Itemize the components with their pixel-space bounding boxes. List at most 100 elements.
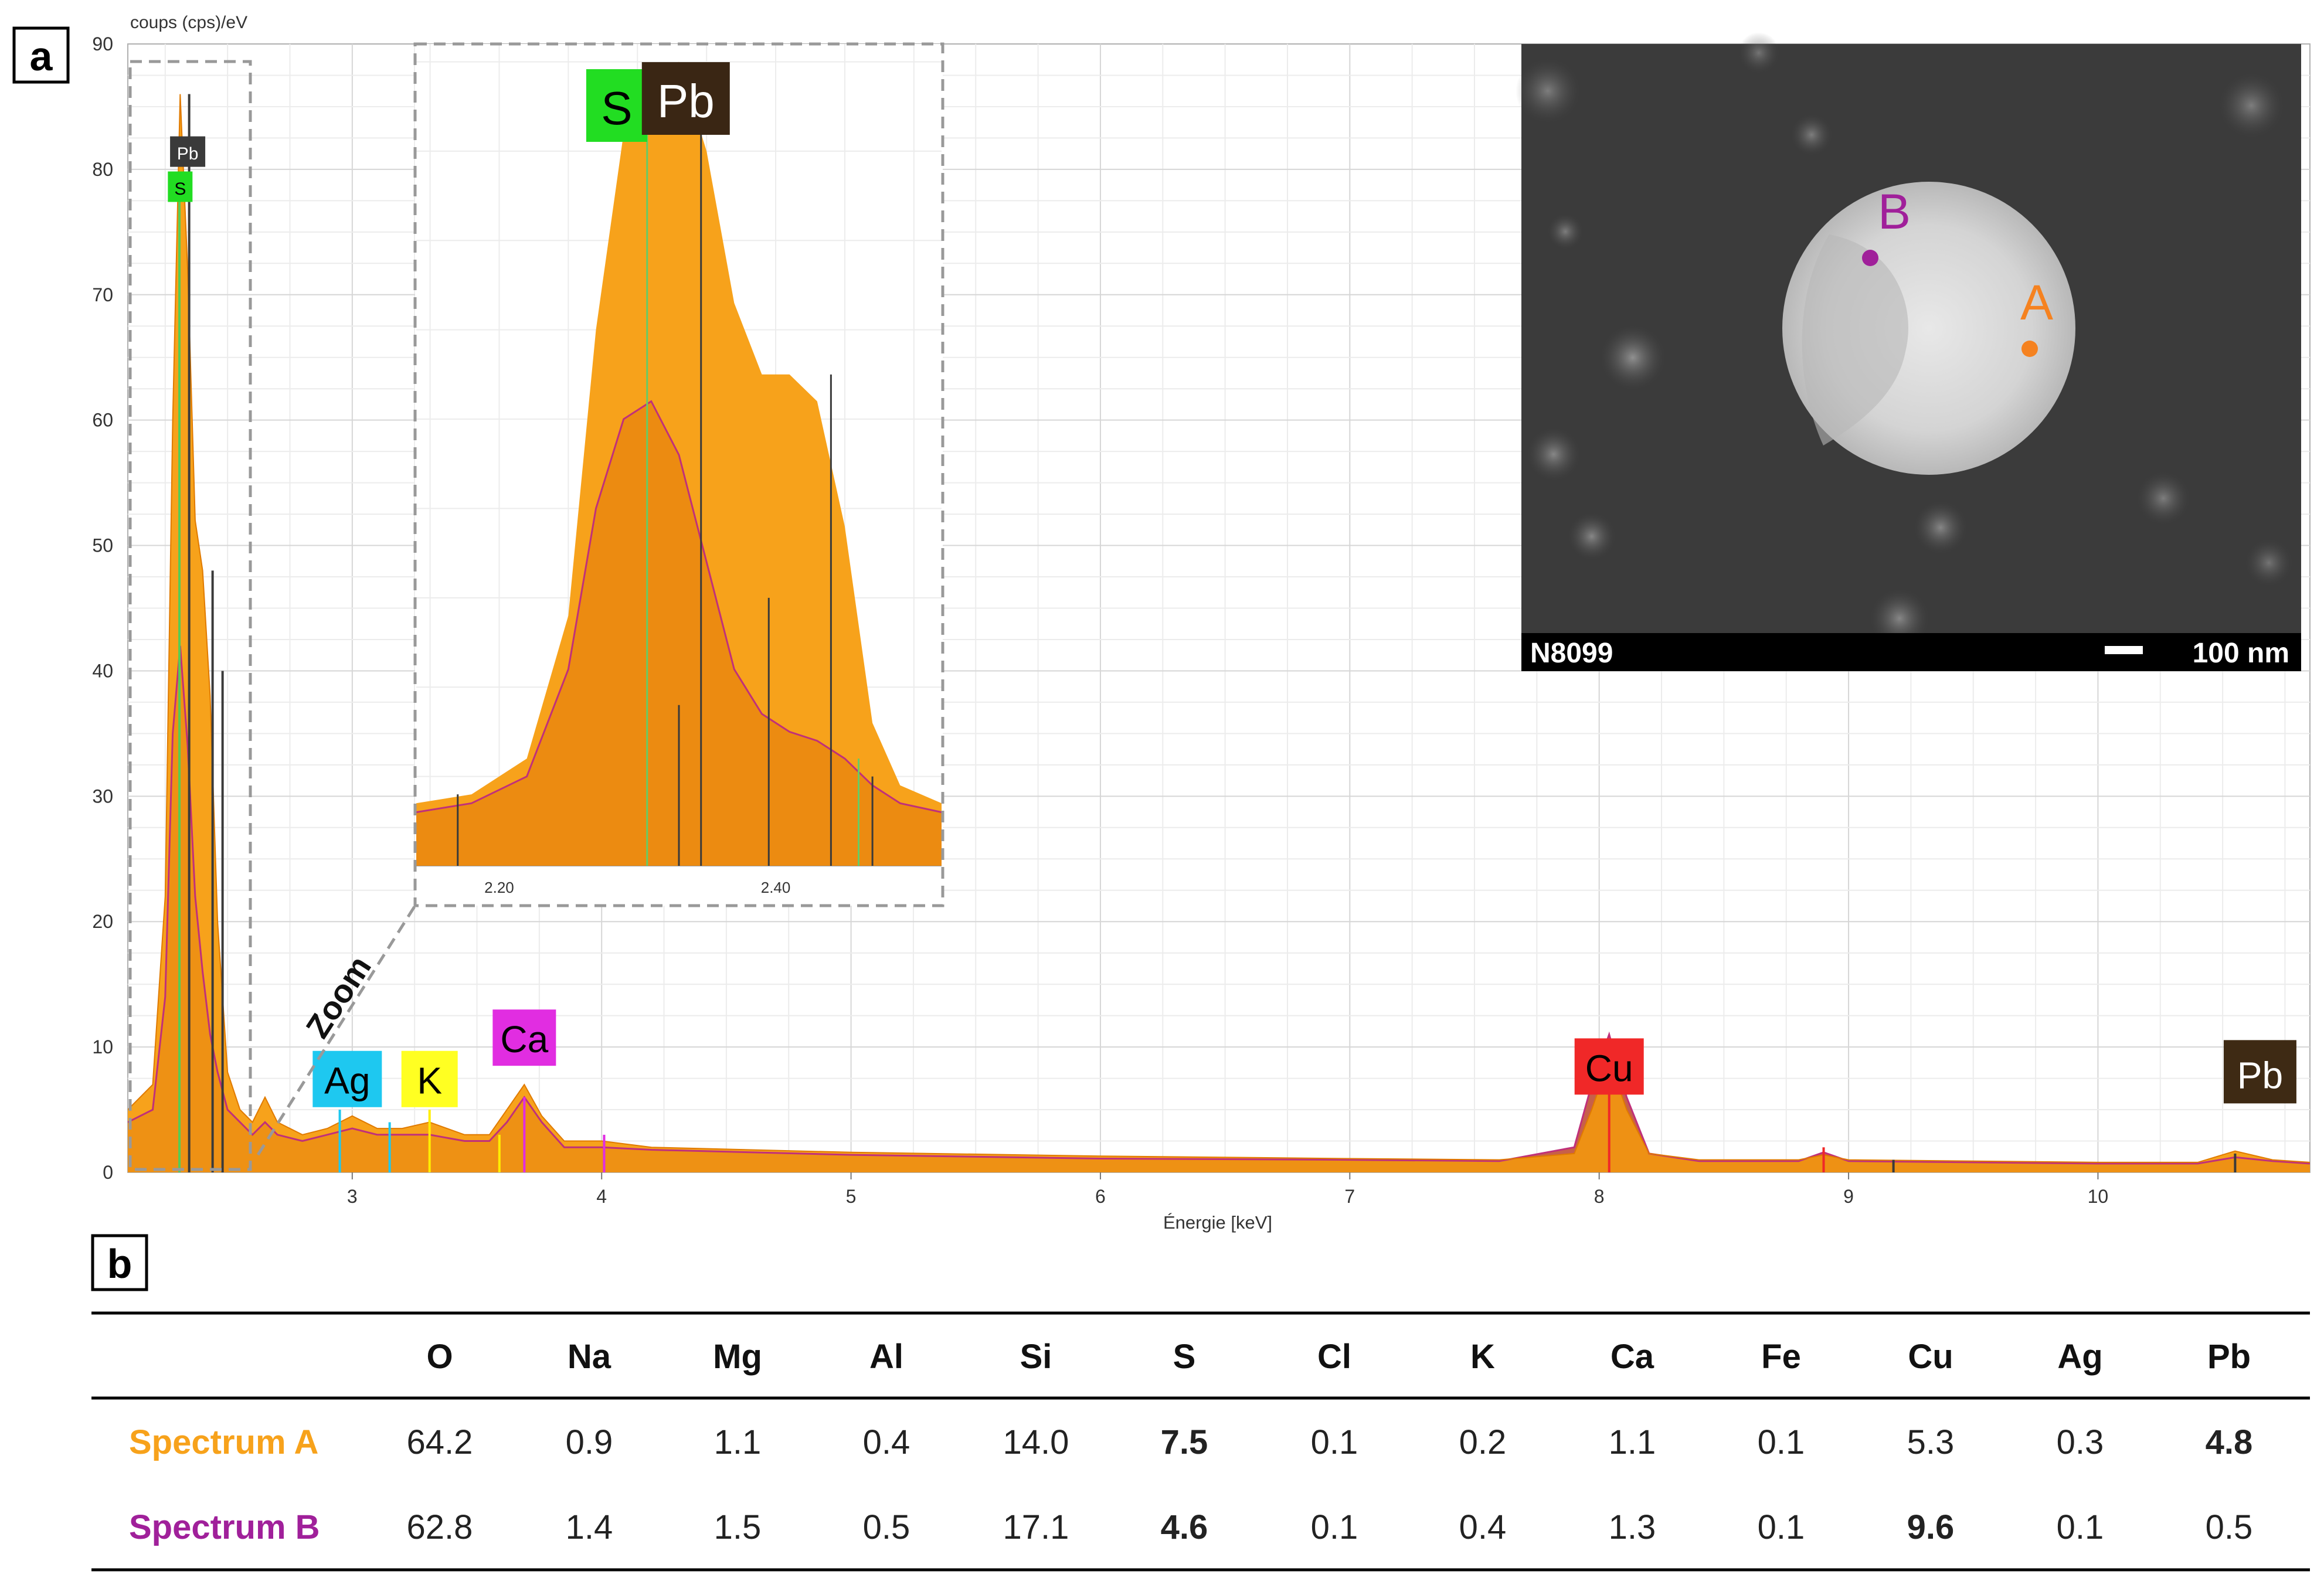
table-cell: 1.1 (1609, 1423, 1656, 1461)
y-tick-label: 50 (92, 535, 113, 556)
sem-micrograph: N8099 100 nm B A (1516, 32, 2301, 671)
element-label-box (401, 1050, 458, 1107)
element-label-box (170, 136, 206, 167)
element-label-box (2223, 1040, 2296, 1104)
x-axis-label: Énergie [keV] (1163, 1212, 1272, 1233)
point-b-marker (1862, 250, 1878, 266)
element-label-ca: Ca (492, 1009, 556, 1066)
element-label-text: Cu (1585, 1047, 1633, 1089)
table-row-label: Spectrum B (129, 1508, 320, 1546)
table-cell: 64.2 (407, 1423, 473, 1461)
panel-a-tag: a (12, 26, 70, 84)
micrograph-particle (1527, 428, 1580, 481)
x-tick-label: 3 (347, 1186, 358, 1207)
x-tick-label: 9 (1843, 1186, 1854, 1207)
table-cell: 0.2 (1459, 1423, 1507, 1461)
micrograph-particle (1548, 214, 1583, 249)
table-cell: 17.1 (1003, 1508, 1069, 1546)
zoom-x-tick-label: 2.40 (761, 879, 791, 896)
zoom-inset-spectra (416, 62, 942, 866)
table-cell: 0.4 (1459, 1508, 1507, 1546)
element-label-text: Ag (324, 1060, 370, 1102)
table-cell: 1.1 (714, 1423, 762, 1461)
table-row-label: Spectrum A (129, 1423, 318, 1461)
micrograph-particle (2245, 539, 2292, 586)
x-tick-label: 6 (1095, 1186, 1106, 1207)
table-column-header: Cl (1317, 1338, 1351, 1376)
table-cell: 7.5 (1161, 1423, 1208, 1461)
table-column-header: Pb (2207, 1338, 2251, 1376)
series-b-line (128, 645, 2310, 1165)
zoom-series-b-area (416, 401, 942, 866)
table-cell: 0.4 (863, 1423, 910, 1461)
x-tick-label: 4 (596, 1186, 607, 1207)
zoom-region-box (128, 60, 252, 1171)
table-cell: 0.1 (2057, 1508, 2104, 1546)
zoom-inset-element-labels: S Pb (586, 62, 730, 142)
zoom-inset-marker-lines (457, 79, 874, 866)
x-tick-label: 5 (846, 1186, 857, 1207)
element-label-text: Pb (2237, 1054, 2283, 1096)
table-cell: 0.9 (566, 1423, 613, 1461)
x-tick-label: 7 (1344, 1186, 1355, 1207)
spectra (128, 94, 2310, 1172)
micrograph-info-bar (1521, 633, 2301, 671)
table-column-header: Si (1020, 1338, 1052, 1376)
table-column-header: Mg (713, 1338, 762, 1376)
table-column-header: S (1173, 1338, 1196, 1376)
y-tick-label: 10 (92, 1036, 113, 1057)
point-a-label: A (2020, 275, 2053, 330)
zoom-inset: S Pb 2.20 2.40 (413, 42, 944, 907)
element-label-cu: Cu (1574, 1038, 1644, 1095)
element-marker-lines (178, 94, 2237, 1172)
table-column-header: Ag (2057, 1338, 2102, 1376)
element-label-text: Ca (500, 1018, 548, 1060)
x-tick-labels: 3 4 5 6 7 8 9 10 (347, 1172, 2108, 1207)
y-tick-label: 70 (92, 284, 113, 305)
composition-table: O Na Mg Al Si S Cl K Ca Fe Cu Ag Pb Spectrum A 64.2 0.… (91, 1311, 2310, 1572)
y-tick-labels: 0 10 20 30 40 50 60 70 80 90 (92, 33, 113, 1183)
table-cell: 0.1 (1311, 1423, 1358, 1461)
point-a-marker (2021, 341, 2038, 357)
eds-spectrum-chart: Pb S Ag K Ca Cu Pb 0 10 20 30 40 50 60 70 80 90 3 4 5 6 7 8 9… (92, 13, 2311, 1233)
table-body: Spectrum A 64.2 0.9 1.1 0.4 14.0 7.5 0.1 0.2 1.1 0… (129, 1423, 2252, 1546)
element-label-text: K (417, 1060, 442, 1102)
micrograph-particle (1791, 114, 1832, 155)
element-label-text: S (174, 179, 186, 199)
zoom-inset-x-tick-labels: 2.20 2.40 (484, 879, 790, 896)
zoom-inset-border (413, 42, 944, 907)
y-tick-label: 60 (92, 410, 113, 431)
micrograph-particle (1601, 325, 1665, 390)
zoom-label-text: Pb (657, 75, 715, 127)
element-label-box (492, 1009, 556, 1066)
micrograph-particle (1516, 59, 1580, 123)
micrograph-particle (2219, 73, 2284, 138)
point-b-label: B (1878, 184, 1911, 239)
table-column-header: O (426, 1338, 453, 1376)
x-tick-label: 10 (2088, 1186, 2109, 1207)
table-cell: 1.3 (1609, 1508, 1656, 1546)
table-row: Spectrum B 62.8 1.4 1.5 0.5 17.1 4.6 0.1 0.4 1.3 0… (129, 1508, 2252, 1546)
zoom-label-pb: Pb (641, 62, 730, 135)
y-tick-label: 40 (92, 660, 113, 681)
y-tick-label: 30 (92, 785, 113, 807)
table-column-header: Cu (1908, 1338, 1953, 1376)
element-label-box (1574, 1038, 1644, 1095)
table-column-header: Ca (1611, 1338, 1654, 1376)
element-label-s: S (168, 171, 193, 202)
table-cell: 1.5 (714, 1508, 762, 1546)
table-column-header: Al (869, 1338, 903, 1376)
y-tick-label: 90 (92, 33, 113, 55)
table-cell: 0.1 (1758, 1423, 1805, 1461)
zoom-label-box (641, 62, 730, 135)
table-cell: 5.3 (1907, 1423, 1955, 1461)
micrograph-particle (1738, 32, 1779, 73)
panel-a-label: a (30, 33, 53, 79)
y-tick-label: 20 (92, 911, 113, 932)
table-cell: 14.0 (1003, 1423, 1069, 1461)
table-cell: 0.5 (2206, 1508, 2253, 1546)
micrograph-particle-shaded-region (1802, 234, 1908, 445)
element-label-pb: Pb (2223, 1040, 2296, 1104)
micrograph-particle (1914, 501, 1967, 554)
table-column-header: Na (568, 1338, 611, 1376)
